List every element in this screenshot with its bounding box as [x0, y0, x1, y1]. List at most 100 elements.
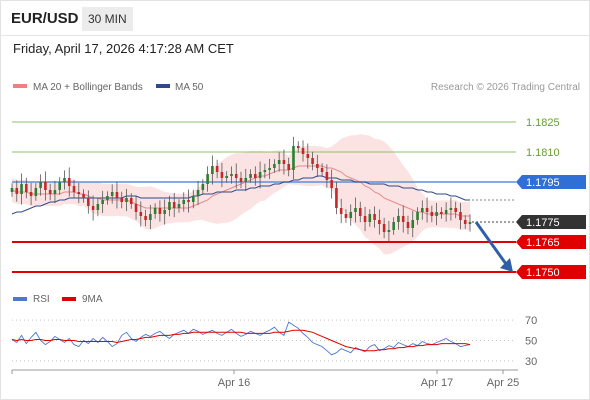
candle-body	[335, 188, 338, 208]
bollinger-legend-label: MA 20 + Bollinger Bands	[33, 82, 143, 93]
candle-body	[401, 216, 405, 222]
candle-body	[416, 212, 419, 220]
candle-body	[282, 160, 286, 164]
pivot-tag	[516, 175, 586, 189]
interval-button[interactable]: 30 MIN	[82, 7, 133, 31]
candle-body	[339, 208, 343, 214]
candle-body	[320, 168, 324, 172]
candle-body	[67, 178, 71, 186]
chart-header: EUR/USD 30 MIN	[0, 0, 590, 36]
bollinger-band	[12, 134, 470, 255]
candle-body	[406, 222, 410, 228]
candle-body	[358, 208, 362, 216]
candle-body	[420, 208, 424, 212]
candle-body	[363, 216, 367, 222]
candlesticks	[10, 136, 472, 242]
candle-body	[101, 200, 104, 204]
resistance-label: 1.1810	[526, 147, 560, 159]
candle-body	[91, 206, 95, 210]
projection-arrowhead	[500, 258, 513, 272]
support-label: 1.1750	[526, 267, 560, 279]
candle-body	[87, 198, 90, 206]
candle-body	[72, 186, 76, 192]
support-label: 1.1765	[526, 237, 560, 249]
candle-body	[25, 184, 28, 192]
candle-body	[158, 208, 162, 214]
candle-body	[454, 208, 457, 212]
candle-body	[382, 224, 386, 232]
credit-label: Research © 2026 Trading Central	[431, 82, 580, 93]
candle-body	[268, 168, 271, 170]
candle-body	[48, 190, 52, 194]
candle-body	[244, 178, 248, 182]
candle-body	[392, 222, 395, 230]
candle-body	[254, 174, 257, 178]
candle-body	[378, 220, 381, 224]
header-divider	[0, 35, 590, 36]
candle-body	[134, 204, 138, 212]
candle-body	[29, 192, 33, 196]
candle-body	[10, 188, 14, 192]
ma50-legend-label: MA 50	[175, 82, 204, 93]
candle-body	[106, 196, 109, 200]
candle-body	[163, 210, 166, 214]
candle-body	[58, 182, 62, 190]
candle-body	[311, 158, 314, 164]
candle-body	[354, 208, 357, 212]
candle-body	[15, 188, 19, 194]
rsi-legend-swatch	[13, 297, 27, 301]
candle-body	[316, 164, 319, 168]
candle-body	[258, 172, 262, 178]
candle-body	[206, 174, 209, 184]
bollinger-legend-swatch	[13, 84, 27, 88]
candle-body	[20, 184, 23, 194]
candle-body	[110, 192, 114, 196]
candle-body	[459, 212, 462, 220]
candle-body	[225, 176, 228, 178]
rsi-ma-line	[11, 329, 471, 352]
candle-body	[397, 216, 400, 222]
rsi-tick-label: 50	[525, 336, 537, 348]
current-price-label: 1.1775	[526, 217, 560, 229]
candle-body	[168, 202, 171, 210]
candle-body	[344, 214, 348, 218]
candle-body	[463, 220, 467, 224]
x-tick-label: Apr 17	[421, 377, 453, 389]
candle-body	[96, 204, 100, 210]
x-axis: Apr 16 Apr 17 Apr 25	[11, 369, 519, 389]
candle-body	[430, 212, 434, 216]
rsi-line	[11, 321, 471, 356]
candle-body	[63, 178, 66, 182]
candle-body	[306, 154, 310, 158]
x-tick-label: Apr 16	[218, 377, 250, 389]
support-tag	[516, 265, 586, 279]
candle-body	[373, 214, 376, 220]
projection-arrow	[474, 221, 513, 272]
projection-line	[474, 221, 508, 265]
price-levels	[12, 121, 516, 273]
candle-body	[196, 190, 200, 196]
candle-body	[34, 188, 38, 196]
candle-body	[125, 198, 128, 202]
candle-body	[349, 212, 353, 218]
candle-body	[115, 192, 119, 198]
candle-body	[139, 212, 143, 216]
rsi-tick-label: 30	[525, 356, 537, 368]
candle-body	[325, 172, 329, 180]
ma9-legend-swatch	[62, 297, 76, 301]
candle-body	[39, 182, 42, 188]
candle-body	[172, 202, 176, 208]
ma9-legend-label: 9MA	[82, 294, 103, 305]
rsi-tick-label: 70	[525, 315, 537, 327]
rsi-panel: 70 50 30	[11, 315, 537, 368]
candle-body	[191, 196, 195, 202]
candle-body	[387, 230, 391, 232]
candle-body	[44, 182, 47, 190]
candle-body	[301, 148, 305, 154]
candle-body	[292, 146, 295, 170]
candle-body	[263, 170, 267, 172]
x-tick-label: Apr 25	[487, 377, 519, 389]
symbol-title: EUR/USD	[11, 10, 79, 27]
candle-body	[440, 212, 443, 214]
